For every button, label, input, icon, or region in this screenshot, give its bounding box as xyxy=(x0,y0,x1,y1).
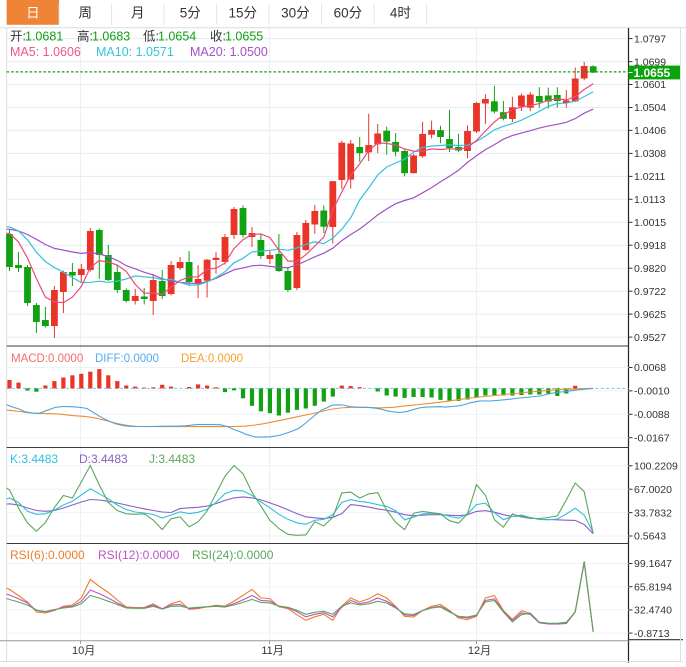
svg-text:J:3.4483: J:3.4483 xyxy=(149,452,195,466)
svg-text:K:3.4483: K:3.4483 xyxy=(10,452,58,466)
svg-text:0.9527: 0.9527 xyxy=(634,332,666,344)
svg-text:65.8194: 65.8194 xyxy=(634,581,672,593)
svg-text:1.0683: 1.0683 xyxy=(92,30,130,44)
svg-text:-0.0010: -0.0010 xyxy=(634,386,670,398)
svg-text:D:3.4483: D:3.4483 xyxy=(79,452,128,466)
svg-text:1.0654: 1.0654 xyxy=(158,30,196,44)
svg-text:高:: 高: xyxy=(77,29,93,44)
svg-text:1.0015: 1.0015 xyxy=(634,217,666,229)
svg-text:67.0020: 67.0020 xyxy=(634,484,672,496)
svg-text:60分: 60分 xyxy=(334,6,363,21)
svg-text:1.0113: 1.0113 xyxy=(634,194,665,206)
svg-text:30分: 30分 xyxy=(281,6,310,21)
svg-text:0.9820: 0.9820 xyxy=(634,263,666,275)
svg-text:100.2209: 100.2209 xyxy=(634,461,678,473)
svg-text:1.0699: 1.0699 xyxy=(634,56,666,68)
svg-text:99.1647: 99.1647 xyxy=(634,558,672,570)
svg-text:0.9625: 0.9625 xyxy=(634,309,666,321)
svg-text:低:: 低: xyxy=(143,30,159,44)
svg-text:收:: 收: xyxy=(210,30,226,44)
svg-text:0.9722: 0.9722 xyxy=(634,286,666,298)
svg-text:1.0655: 1.0655 xyxy=(225,30,263,44)
svg-text:MA20: 1.0500: MA20: 1.0500 xyxy=(190,45,268,59)
svg-text:1.0797: 1.0797 xyxy=(634,33,666,45)
svg-text:周: 周 xyxy=(79,6,93,21)
svg-text:0.5643: 0.5643 xyxy=(634,531,666,543)
svg-text:MACD:0.0000: MACD:0.0000 xyxy=(11,353,83,365)
svg-text:15分: 15分 xyxy=(229,6,258,21)
svg-text:0.9918: 0.9918 xyxy=(634,240,666,252)
svg-text:RSI(24):0.0000: RSI(24):0.0000 xyxy=(192,548,274,562)
svg-text:MA10: 1.0571: MA10: 1.0571 xyxy=(96,45,174,59)
svg-text:DIFF:0.0000: DIFF:0.0000 xyxy=(95,353,159,365)
svg-text:MA5: 1.0606: MA5: 1.0606 xyxy=(10,45,81,59)
svg-text:RSI(12):0.0000: RSI(12):0.0000 xyxy=(98,548,180,562)
svg-text:10月: 10月 xyxy=(72,645,95,657)
svg-text:1.0406: 1.0406 xyxy=(634,125,666,137)
svg-text:RSI(6):0.0000: RSI(6):0.0000 xyxy=(10,548,85,562)
svg-text:日: 日 xyxy=(26,6,40,21)
svg-text:4时: 4时 xyxy=(390,6,411,21)
svg-text:0.0068: 0.0068 xyxy=(634,362,666,374)
svg-text:12月: 12月 xyxy=(468,645,491,657)
svg-text:DEA:0.0000: DEA:0.0000 xyxy=(181,353,243,365)
svg-text:1.0681: 1.0681 xyxy=(25,30,63,44)
svg-text:1.0601: 1.0601 xyxy=(634,79,666,91)
svg-text:1.0308: 1.0308 xyxy=(634,148,666,160)
svg-text:-0.0167: -0.0167 xyxy=(634,432,670,444)
svg-text:11月: 11月 xyxy=(261,645,283,657)
svg-text:32.4740: 32.4740 xyxy=(634,605,672,617)
svg-text:-0.0088: -0.0088 xyxy=(634,409,670,421)
svg-text:月: 月 xyxy=(131,6,145,21)
svg-text:1.0211: 1.0211 xyxy=(634,171,665,183)
svg-text:1.0655: 1.0655 xyxy=(634,66,671,80)
svg-text:-0.8713: -0.8713 xyxy=(634,628,670,640)
svg-text:33.7832: 33.7832 xyxy=(634,507,672,519)
svg-text:5分: 5分 xyxy=(180,6,201,21)
svg-text:开:: 开: xyxy=(10,30,26,44)
svg-text:1.0504: 1.0504 xyxy=(634,102,666,114)
